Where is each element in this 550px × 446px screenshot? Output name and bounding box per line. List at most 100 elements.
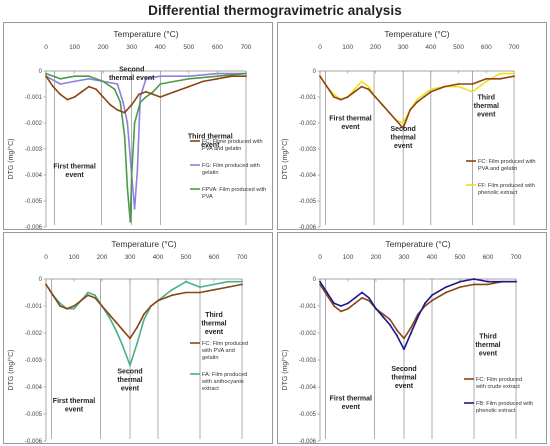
series-point-FG [59,83,62,85]
x-tick-label: 200 [371,254,382,261]
y-axis-title: DTG (mg/°C) [281,350,289,391]
series-point-FPVA [123,135,126,137]
series-point-FPVA [245,72,247,75]
thermal-event-label-line: thermal [391,374,416,381]
series-point-FC [319,75,321,78]
series-point-FF [499,72,502,75]
thermal-event-label-line: thermal [201,320,226,327]
legend-entry-line: FB: Film produced with [476,401,533,407]
y-tick-label: 0 [39,69,43,75]
series-point-FC [346,96,349,98]
legend-entry-FPVA: FPVA: Film produced with PVA [202,187,266,200]
dtg-chart-top-left: Temperature (°C) DTG (mg/°C) 0 100 200 300 400… [7,29,266,229]
y-axis-title: DTG (mg/°C) [7,139,15,180]
x-axis-title: Temperature (°C) [385,239,450,249]
series-point-FC [319,283,321,286]
series-point-FC [457,83,460,85]
series-point-FC [87,85,90,88]
y-axis-title: DTG (mg/°C) [281,139,289,180]
series-point-FPVA [129,220,132,223]
thermal-event-label-line: Third thermal [188,134,233,141]
series-point-FA [94,294,96,297]
series-point-FB [389,324,391,326]
thermal-event-label-line: thermal [475,342,500,349]
series-point-FC [423,96,425,98]
series-point-FB [403,348,405,351]
y-tick-label: 0 [39,277,43,283]
legend-entry-line: with anthocyanin [201,379,244,385]
legend-entry-line: FG: Film produced with [202,163,260,169]
series-point-FF [402,122,405,124]
series-point-FB [354,297,356,299]
series-point-FC [130,103,133,106]
legend-entry-line: gelatin [202,170,218,176]
series-point-FC [173,90,176,93]
x-tick-label: 100 [69,254,80,261]
series-point-FC [333,305,335,307]
series-point-FG [216,72,219,75]
x-tick-label: 0 [318,254,322,261]
series-point-FC [187,85,190,88]
y-tick-label: -0.006 [25,225,43,229]
series-point-FC [396,329,398,332]
series-point-FF [416,98,418,101]
series-point-FA [73,307,75,310]
series-point-FB [459,280,461,283]
series-point-FPVA [113,88,116,91]
legend-entry-line: FC: Film produced [202,341,248,347]
series-point-FPVA [126,187,129,189]
series-point-FC [171,294,173,297]
thermal-event-label-line: Second [117,369,142,376]
series-point-FC [332,96,335,98]
series-point-FF [423,93,425,96]
x-axis-title: Temperature (°C) [111,239,176,249]
legend-entry-FG: FG: Film produced with gelatin [202,163,260,176]
series-point-FC [108,313,110,315]
series-point-FB [340,305,342,307]
chart-panel-top-left: Temperature (°C) DTG (mg/°C) 0 100 200 300 400… [3,22,273,230]
series-point-FPVA [130,174,133,176]
series-point-FC [326,294,328,297]
x-tick-label: 500 [453,44,464,51]
series-point-FF [513,72,515,75]
y-tick-label: -0.003 [25,358,43,364]
series-point-FC [80,299,82,302]
y-tick-label: -0.004 [25,385,43,391]
y-tick-label: 0 [313,277,317,283]
series-point-FC [230,75,233,78]
legend-entry-line: FPVA: Film produced with [202,187,266,193]
series-point-FC [402,127,405,130]
y-tick-label: -0.005 [25,412,43,418]
series-point-FC [431,299,433,302]
x-tick-label: 300 [398,44,409,51]
y-tick-label: -0.006 [25,439,43,443]
series-point-FC [199,291,201,294]
y-tick-label: -0.002 [299,331,317,337]
x-tick-label: 500 [455,254,466,261]
series-point-FG [126,122,129,124]
series-point-FB [473,278,475,280]
legend-entry-line: FC: Filme produced with [202,139,263,145]
y-axis-title: DTG (mg/°C) [7,350,15,391]
series-point-FG [116,83,119,85]
series-point-FPVA [45,72,47,75]
series-point-FPVA [145,96,147,98]
thermal-event-label-line: First thermal [53,398,95,405]
series-point-FPVA [59,77,62,80]
series-point-FC [381,103,384,106]
thermal-event-label-line: thermal event [109,75,155,82]
series-point-FC [213,288,215,291]
x-tick-label: 300 [125,254,136,261]
series-point-FC [339,98,342,101]
y-tick-label: -0.005 [299,412,317,418]
series-point-FC [95,88,97,91]
series-point-FC [94,297,96,299]
thermal-event-label: Second thermal event [390,126,415,150]
x-tick-label: 100 [343,254,354,261]
series-point-FC [367,88,370,91]
series-point-FC [389,318,391,321]
series-point-FB [417,315,419,318]
series-point-FB [382,315,384,318]
series-point-FC [152,93,155,96]
x-tick-label: 400 [153,254,164,261]
